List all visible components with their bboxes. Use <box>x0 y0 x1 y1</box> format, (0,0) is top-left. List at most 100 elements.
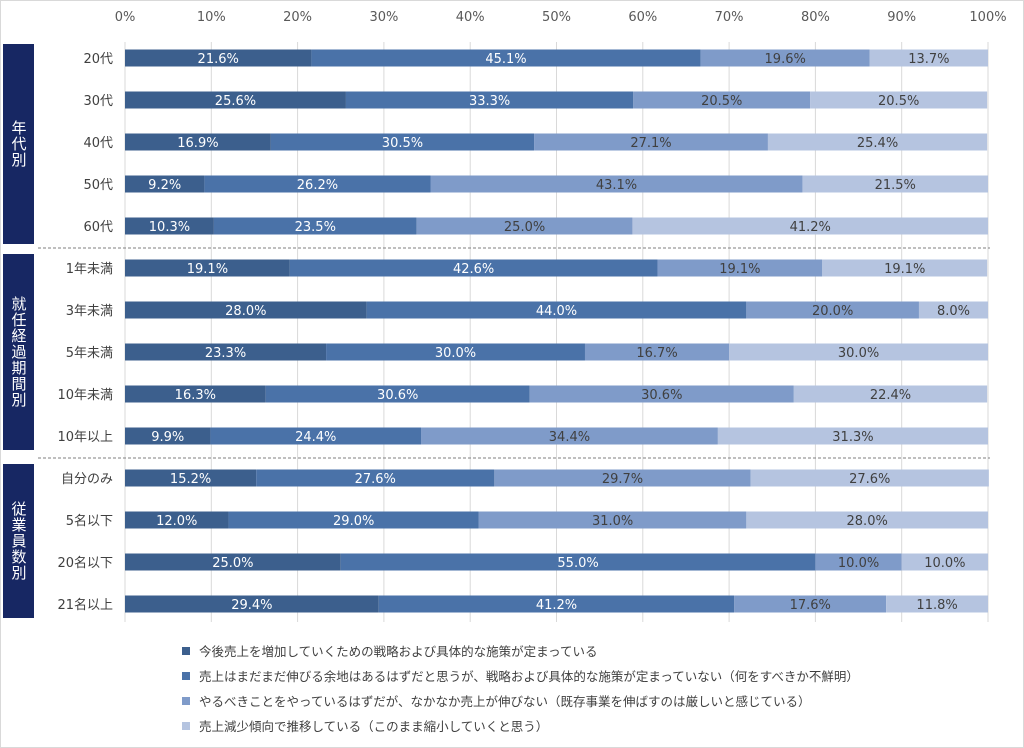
data-label: 13.7% <box>908 52 949 67</box>
bar-segment <box>210 427 422 445</box>
bar-segment <box>657 259 823 277</box>
bar-segment <box>729 343 988 361</box>
data-label: 10.3% <box>149 220 190 235</box>
x-tick-label: 10% <box>197 10 226 25</box>
bar-segment <box>430 175 803 193</box>
bar-segment <box>901 553 988 571</box>
data-label: 30.0% <box>838 346 879 361</box>
data-label: 44.0% <box>536 304 577 319</box>
data-label: 25.4% <box>857 136 898 151</box>
data-label: 55.0% <box>557 556 598 571</box>
bar-segment <box>584 343 730 361</box>
data-label: 26.2% <box>297 178 338 193</box>
bar-segment <box>311 49 701 67</box>
category-label: 50代 <box>83 178 113 193</box>
bar-segment <box>918 301 988 319</box>
bar-segment <box>869 49 988 67</box>
data-label: 41.2% <box>536 598 577 613</box>
data-label: 28.0% <box>847 514 888 529</box>
bar-segment <box>815 553 902 571</box>
data-label: 16.9% <box>177 136 218 151</box>
x-tick-label: 70% <box>715 10 744 25</box>
bar-segment <box>125 91 346 109</box>
legend-item: 今後売上を増加していくための戦略および具体的な施策が定まっている <box>182 638 962 663</box>
x-tick-label: 80% <box>801 10 830 25</box>
bar-segment <box>125 595 379 613</box>
bar-segment <box>125 301 367 319</box>
data-label: 29.0% <box>333 514 374 529</box>
legend-label: 売上はまだまだ伸びる余地はあるはずだと思うが、戦略および具体的な施策が定まってい… <box>199 669 859 684</box>
data-label: 19.1% <box>719 262 760 277</box>
bar-segment <box>494 469 751 487</box>
legend-swatch <box>182 696 190 705</box>
category-label: 60代 <box>83 220 113 235</box>
x-tick-label: 90% <box>887 10 916 25</box>
group-label-employees: 従業員数別 <box>3 464 34 618</box>
legend-item: 売上減少傾向で推移している（このまま縮小していくと思う） <box>182 713 962 738</box>
data-label: 34.4% <box>549 430 590 445</box>
category-label: 3年未満 <box>66 304 113 319</box>
data-label: 43.1% <box>596 178 637 193</box>
x-tick-label: 0% <box>115 10 136 25</box>
data-label: 30.5% <box>382 136 423 151</box>
bar-segment <box>886 595 988 613</box>
bar-segment <box>746 511 988 529</box>
bar-segment <box>204 175 431 193</box>
data-label: 25.6% <box>215 94 256 109</box>
bar-segment <box>125 175 205 193</box>
bar-segment <box>125 427 211 445</box>
data-label: 20.5% <box>701 94 742 109</box>
data-label: 16.7% <box>636 346 677 361</box>
bar-segment <box>822 259 988 277</box>
bar-segment <box>767 133 988 151</box>
data-label: 20.5% <box>878 94 919 109</box>
data-label: 24.4% <box>295 430 336 445</box>
data-label: 31.3% <box>832 430 873 445</box>
data-label: 29.4% <box>231 598 272 613</box>
data-label: 19.1% <box>187 262 228 277</box>
data-label: 19.6% <box>765 52 806 67</box>
bar-segment <box>378 595 735 613</box>
group-label-tenure: 就任経過期間別 <box>3 254 34 450</box>
bar-segment <box>125 385 266 403</box>
data-label: 20.0% <box>812 304 853 319</box>
data-label: 27.1% <box>630 136 671 151</box>
bar-segment <box>125 343 327 361</box>
bar-segment <box>632 217 988 235</box>
bar-segment <box>213 217 417 235</box>
data-label: 27.6% <box>355 472 396 487</box>
legend-item: やるべきことをやっているはずだが、なかなか売上が伸びない（既存事業を伸ばすのは厳… <box>182 688 962 713</box>
category-label: 5年未満 <box>66 346 113 361</box>
data-label: 19.1% <box>884 262 925 277</box>
bar-segment <box>478 511 747 529</box>
data-label: 16.3% <box>175 388 216 403</box>
data-label: 25.0% <box>504 220 545 235</box>
data-label: 10.0% <box>838 556 879 571</box>
category-label: 1年未満 <box>66 262 113 277</box>
data-label: 9.2% <box>148 178 181 193</box>
data-label: 41.2% <box>790 220 831 235</box>
category-label: 20名以下 <box>57 555 113 571</box>
bar-segment <box>416 217 633 235</box>
x-tick-label: 20% <box>283 10 312 25</box>
x-tick-label: 60% <box>628 10 657 25</box>
data-label: 45.1% <box>485 52 526 67</box>
bar-segment <box>125 133 271 151</box>
data-label: 27.6% <box>849 472 890 487</box>
bar-segment <box>750 469 989 487</box>
data-label: 17.6% <box>790 598 831 613</box>
bar-segment <box>529 385 794 403</box>
x-tick-label: 40% <box>456 10 485 25</box>
legend-label: 今後売上を増加していくための戦略および具体的な施策が定まっている <box>199 644 598 659</box>
bar-segment <box>345 91 634 109</box>
data-label: 23.5% <box>295 220 336 235</box>
data-label: 31.0% <box>592 514 633 529</box>
category-label: 10年以上 <box>57 430 113 445</box>
category-label: 自分のみ <box>61 472 113 487</box>
bar-segment <box>125 49 312 67</box>
legend-item: 売上はまだまだ伸びる余地はあるはずだと思うが、戦略および具体的な施策が定まってい… <box>182 663 962 688</box>
data-label: 25.0% <box>212 556 253 571</box>
bar-segment <box>340 553 816 571</box>
data-label: 10.0% <box>924 556 965 571</box>
data-label: 11.8% <box>916 598 957 613</box>
